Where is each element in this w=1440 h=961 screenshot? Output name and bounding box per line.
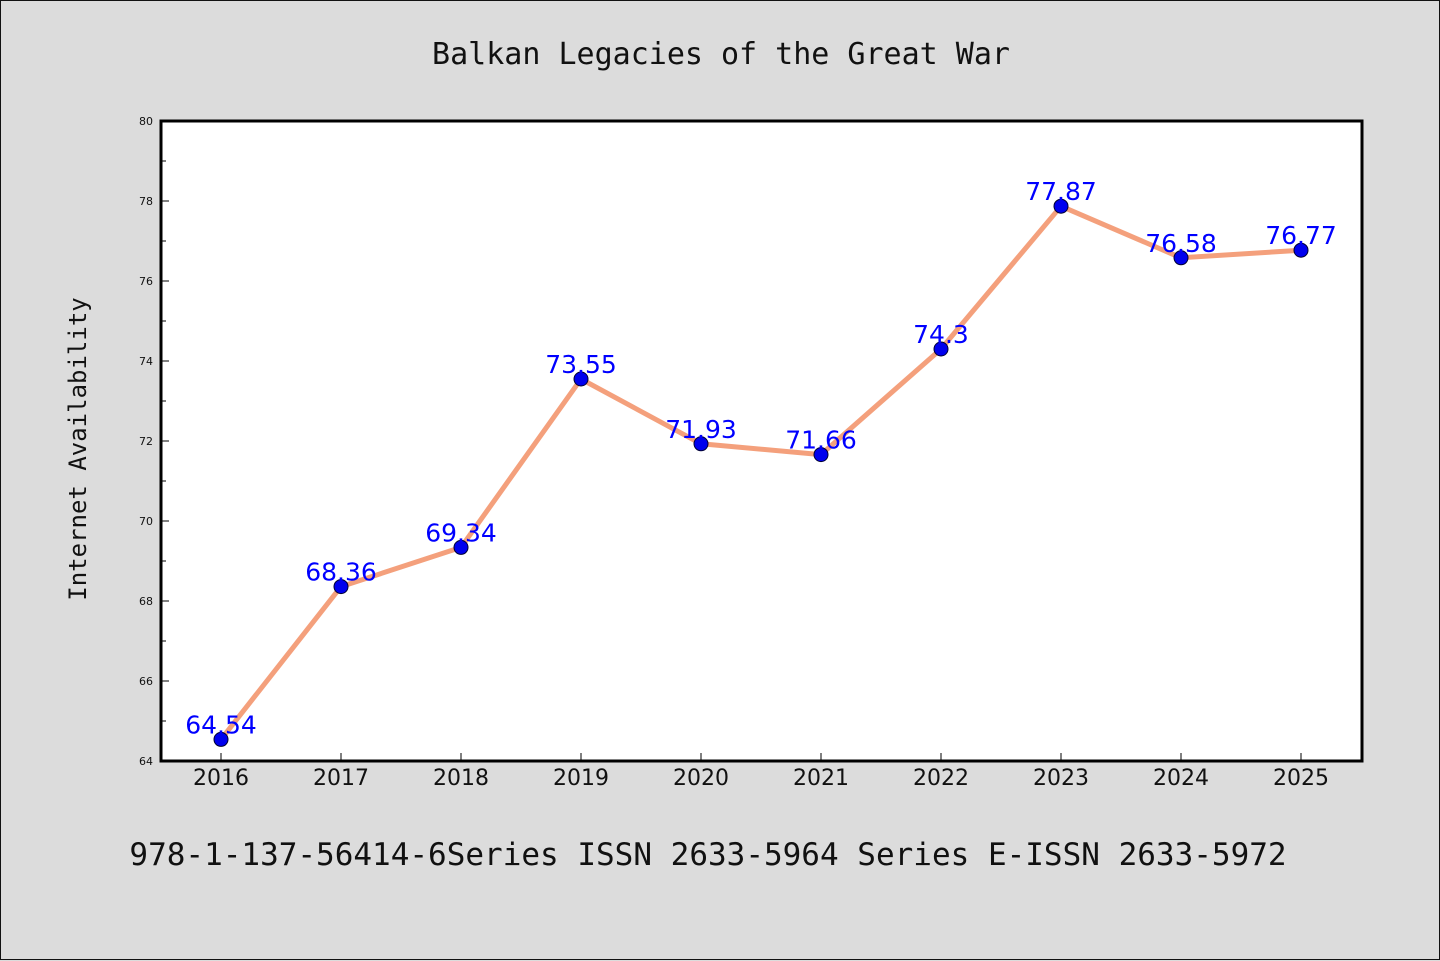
data-point bbox=[1293, 242, 1309, 258]
x-tick-label: 2020 bbox=[673, 766, 729, 791]
data-label: 64.54 bbox=[185, 710, 257, 739]
plot-area bbox=[159, 119, 1364, 763]
data-labels: 64.54 68.36 69.34 73.55 71.93 71.66 74.3 77.87 7… bbox=[185, 177, 1337, 739]
y-tick-label: 64 bbox=[139, 755, 153, 768]
x-tick-label: 2019 bbox=[553, 766, 609, 791]
data-label: 74.3 bbox=[913, 320, 969, 349]
y-tick-label: 76 bbox=[139, 275, 153, 288]
x-axis: 2016 2017 2018 2019 2020 2021 2022 2023 2024 2025 bbox=[193, 753, 1329, 791]
data-point bbox=[333, 579, 349, 595]
y-tick-label: 68 bbox=[139, 595, 153, 608]
x-tick-label: 2017 bbox=[313, 766, 369, 791]
x-tick-label: 2021 bbox=[793, 766, 849, 791]
data-label: 76.77 bbox=[1265, 221, 1337, 250]
y-tick-label: 66 bbox=[139, 675, 153, 688]
data-point bbox=[693, 436, 709, 452]
data-point bbox=[573, 371, 589, 387]
data-label: 73.55 bbox=[545, 350, 617, 379]
data-markers bbox=[213, 198, 1309, 747]
y-tick-label: 78 bbox=[139, 195, 153, 208]
x-tick-label: 2023 bbox=[1033, 766, 1089, 791]
x-tick-label: 2022 bbox=[913, 766, 969, 791]
y-tick-label: 72 bbox=[139, 435, 153, 448]
y-axis: 64 66 68 70 72 74 76 78 80 bbox=[139, 115, 169, 768]
data-label: 77.87 bbox=[1025, 177, 1097, 206]
footer-text: 978-1-137-56414-6Series ISSN 2633-5964 S… bbox=[129, 837, 1286, 873]
data-point bbox=[813, 447, 829, 463]
data-point bbox=[933, 341, 949, 357]
data-label: 76.58 bbox=[1145, 229, 1217, 258]
data-point bbox=[1173, 250, 1189, 266]
x-tick-label: 2016 bbox=[193, 766, 249, 791]
x-tick-label: 2024 bbox=[1153, 766, 1209, 791]
data-label: 71.93 bbox=[665, 415, 737, 444]
x-tick-label: 2018 bbox=[433, 766, 489, 791]
series-line bbox=[219, 203, 1302, 741]
y-tick-label: 80 bbox=[139, 115, 153, 128]
data-label: 68.36 bbox=[305, 558, 377, 587]
chart-title: Balkan Legacies of the Great War bbox=[432, 37, 1010, 72]
data-label: 71.66 bbox=[785, 426, 857, 455]
y-axis-label: Internet Availability bbox=[64, 297, 92, 600]
data-point bbox=[213, 731, 229, 747]
x-tick-label: 2025 bbox=[1273, 766, 1329, 791]
y-tick-label: 70 bbox=[139, 515, 153, 528]
data-point bbox=[453, 539, 469, 555]
y-tick-label: 74 bbox=[139, 355, 153, 368]
data-point bbox=[1053, 198, 1069, 214]
data-label: 69.34 bbox=[425, 518, 497, 547]
